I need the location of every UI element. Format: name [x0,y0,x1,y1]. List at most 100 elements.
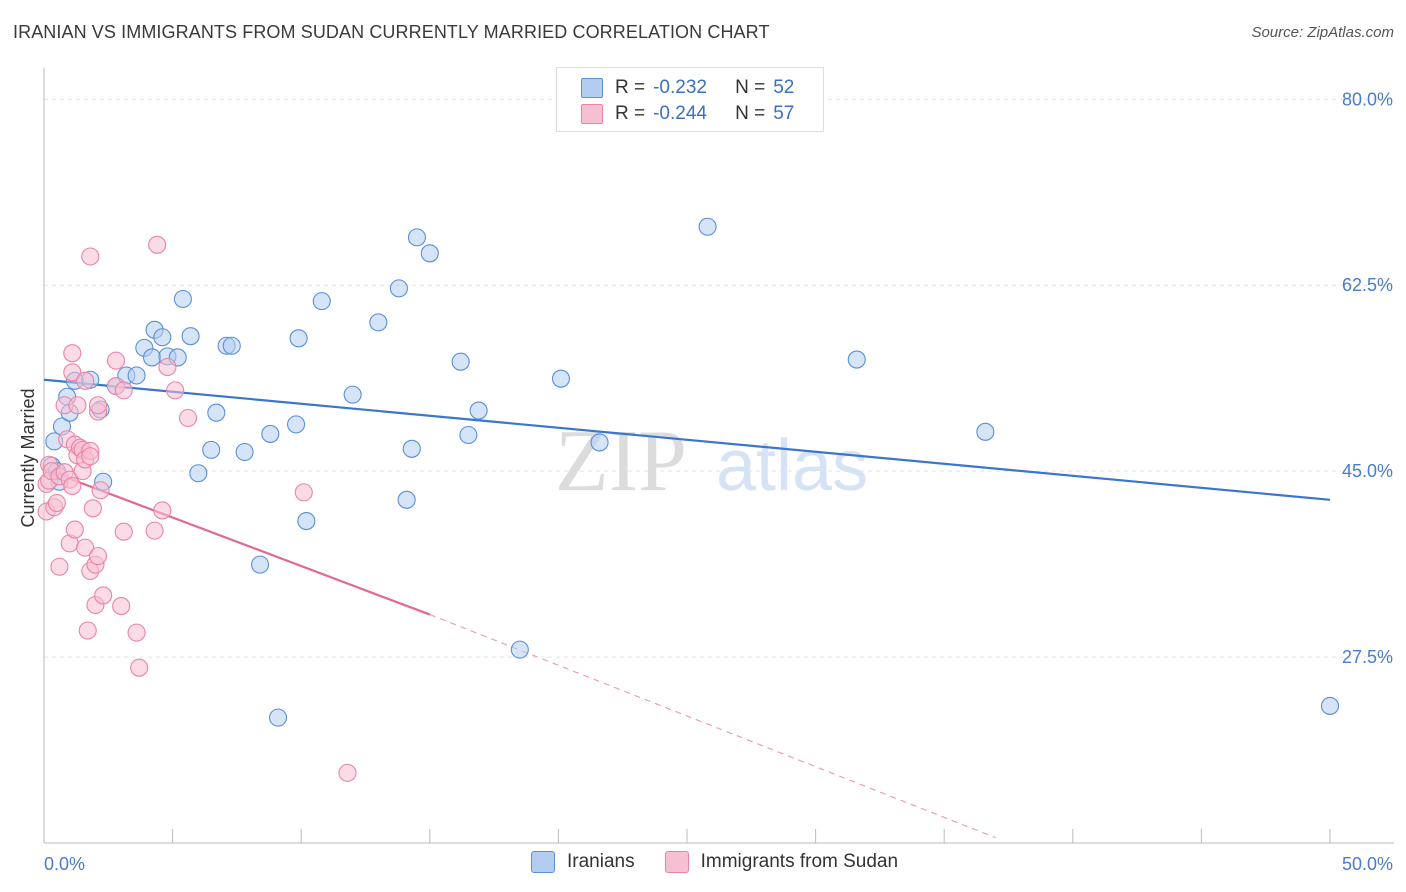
point-sudan [78,621,97,640]
point-sudan [91,481,110,500]
bottom-legend-swatch-iranians [531,851,555,873]
grid-lines [44,98,1394,658]
point-iranians [181,327,200,346]
point-sudan [63,363,82,382]
point-iranians [420,244,439,263]
point-sudan [63,476,82,496]
y-tick-label: 27.5% [1342,647,1393,667]
legend-n-value: 57 [773,103,795,124]
y-tick-label: 80.0% [1342,89,1393,109]
point-iranians [510,640,529,659]
point-sudan [81,247,100,266]
point-sudan [158,357,177,377]
point-iranians [389,279,408,298]
watermark: ZIP atlas [555,413,868,510]
point-sudan [114,522,133,541]
point-iranians [469,401,488,420]
point-iranians [127,366,146,385]
watermark-zip: ZIP [555,413,687,510]
point-iranians [202,440,221,459]
chart-title: IRANIAN VS IMMIGRANTS FROM SUDAN CURRENT… [13,22,770,42]
bottom-legend-sudan: Immigrants from Sudan [664,851,899,873]
point-sudan [338,763,357,782]
source-label: Source: ZipAtlas.com [1251,24,1394,41]
point-sudan [76,538,95,557]
point-iranians [369,313,388,332]
point-sudan [178,408,198,428]
bottom-legend-iranians: Iranians [531,851,635,873]
point-iranians [451,352,470,371]
trend-line-iranians [43,378,1331,501]
legend-box: R = -0.232 N = 52 R = -0.244 N = 57 [556,67,824,132]
point-sudan [63,344,82,363]
point-sudan [130,658,149,677]
point-sudan [114,381,133,400]
point-iranians [407,228,426,247]
point-sudan [88,396,108,415]
legend-swatch-sudan [581,104,603,124]
point-iranians [261,424,280,443]
point-iranians [343,385,362,404]
point-iranians [397,490,416,509]
point-iranians [207,403,226,422]
legend-swatch-iranians [581,78,603,98]
legend-n-value: 52 [773,77,795,98]
legend-row-iranians: R = -0.232 N = 52 [581,76,794,100]
point-iranians [222,336,241,355]
point-sudan [50,557,69,576]
bottom-legend-label-sudan: Immigrants from Sudan [700,851,899,872]
point-iranians [590,433,609,452]
point-sudan [106,351,126,370]
point-iranians [976,422,995,441]
point-sudan [83,499,102,518]
point-sudan [166,381,185,400]
point-sudan [88,547,108,566]
legend-r-value: -0.244 [653,103,707,124]
point-sudan [127,623,146,642]
point-iranians [297,512,316,531]
point-iranians [189,464,208,483]
x-tick-label: 0.0% [44,854,85,874]
point-iranians [312,292,331,311]
point-iranians [287,415,306,434]
y-tick-label: 45.0% [1342,461,1393,481]
series-immigrants-from-sudan [37,235,357,782]
x-tick-label: 50.0% [1342,854,1393,874]
tick-labels: 27.5% 45.0% 62.5% 80.0% 0.0% 50.0% [44,89,1393,874]
point-sudan [145,521,164,540]
watermark-atlas: atlas [716,426,868,506]
point-iranians [173,289,192,309]
series-iranians [42,217,1340,727]
point-iranians [698,217,717,236]
bottom-legend-label-iranians: Iranians [567,851,635,872]
y-tick-label: 62.5% [1342,275,1393,295]
legend-r-label: R = [615,103,646,124]
point-iranians [289,329,308,348]
point-iranians [269,708,288,727]
point-sudan [112,597,131,616]
point-sudan [68,396,87,415]
bottom-legend: Iranians Immigrants from Sudan [531,851,928,873]
axes [43,68,1394,844]
legend-r-value: -0.232 [653,77,707,98]
point-iranians [459,425,478,445]
point-iranians [250,555,270,574]
point-iranians [153,328,172,347]
bottom-legend-swatch-sudan [664,851,689,873]
point-sudan [47,493,66,513]
legend-r-label: R = [615,77,646,98]
point-iranians [847,350,866,369]
point-iranians [142,348,162,367]
point-sudan [65,520,84,539]
point-iranians [235,442,254,462]
point-sudan [153,501,172,520]
legend-row-sudan: R = -0.244 N = 57 [581,102,794,126]
point-sudan [94,586,113,605]
point-iranians [551,369,571,388]
y-axis-label: Currently Married [18,388,38,527]
legend-n-label: N = [735,77,766,98]
point-sudan [294,483,313,502]
point-sudan [148,235,167,254]
legend-n-label: N = [735,103,766,124]
